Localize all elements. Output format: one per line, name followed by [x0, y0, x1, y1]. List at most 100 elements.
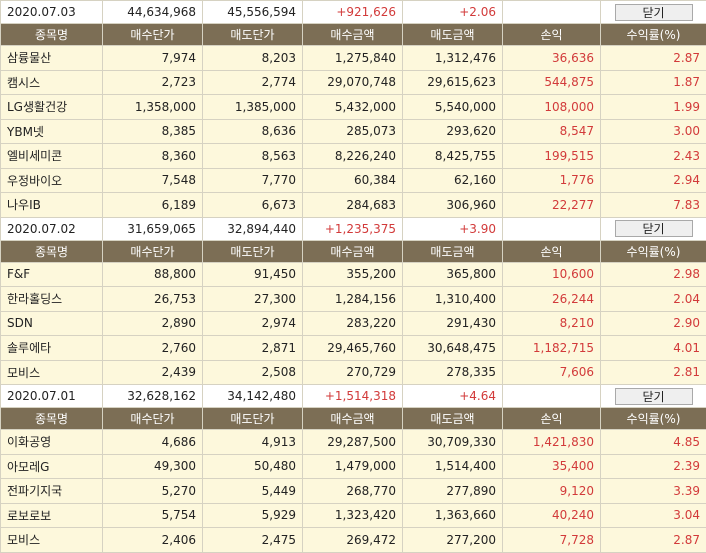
column-header-return-rate: 수익률(%): [601, 408, 706, 430]
cell-buy-price: 8,385: [103, 119, 203, 144]
cell-buy-price: 2,723: [103, 70, 203, 95]
column-header-sell-amount: 매도금액: [403, 24, 503, 46]
close-button-cell: 닫기: [601, 385, 706, 408]
cell-buy-amount: 283,220: [303, 311, 403, 336]
cell-sell-price: 27,300: [203, 287, 303, 312]
cell-buy-amount: 269,472: [303, 528, 403, 553]
cell-stock-name: 모비스: [1, 360, 103, 385]
cell-stock-name: F&F: [1, 262, 103, 287]
cell-buy-price: 2,760: [103, 336, 203, 361]
cell-sell-amount: 365,800: [403, 262, 503, 287]
cell-profit: 108,000: [503, 95, 601, 120]
close-button[interactable]: 닫기: [615, 220, 693, 237]
total-sell-amount: 32,894,440: [203, 217, 303, 240]
close-button[interactable]: 닫기: [615, 388, 693, 405]
cell-sell-price: 6,673: [203, 193, 303, 218]
cell-sell-price: 2,774: [203, 70, 303, 95]
cell-profit: 1,776: [503, 168, 601, 193]
cell-stock-name: 엘비세미콘: [1, 144, 103, 169]
trade-date: 2020.07.02: [1, 217, 103, 240]
summary-spacer: [503, 385, 601, 408]
close-button[interactable]: 닫기: [615, 4, 693, 21]
cell-return-rate: 2.81: [601, 360, 706, 385]
cell-profit: 36,636: [503, 46, 601, 71]
cell-return-rate: 2.43: [601, 144, 706, 169]
cell-profit: 1,182,715: [503, 336, 601, 361]
cell-sell-price: 7,770: [203, 168, 303, 193]
cell-stock-name: 삼륭물산: [1, 46, 103, 71]
cell-sell-price: 5,929: [203, 503, 303, 528]
cell-sell-amount: 1,312,476: [403, 46, 503, 71]
column-header-return-rate: 수익률(%): [601, 24, 706, 46]
cell-sell-price: 8,203: [203, 46, 303, 71]
cell-sell-price: 8,636: [203, 119, 303, 144]
cell-return-rate: 7.83: [601, 193, 706, 218]
cell-stock-name: 한라홀딩스: [1, 287, 103, 312]
cell-buy-amount: 268,770: [303, 479, 403, 504]
summary-spacer: [503, 217, 601, 240]
column-header-buy-price: 매수단가: [103, 240, 203, 262]
cell-profit: 35,400: [503, 454, 601, 479]
cell-buy-price: 88,800: [103, 262, 203, 287]
total-sell-amount: 34,142,480: [203, 385, 303, 408]
cell-sell-price: 1,385,000: [203, 95, 303, 120]
column-header-stock-name: 종목명: [1, 24, 103, 46]
column-header-sell-price: 매도단가: [203, 240, 303, 262]
total-return-rate: +3.90: [403, 217, 503, 240]
cell-buy-price: 6,189: [103, 193, 203, 218]
cell-sell-amount: 277,890: [403, 479, 503, 504]
cell-buy-amount: 285,073: [303, 119, 403, 144]
cell-sell-price: 50,480: [203, 454, 303, 479]
cell-buy-price: 7,974: [103, 46, 203, 71]
cell-buy-price: 1,358,000: [103, 95, 203, 120]
cell-profit: 7,728: [503, 528, 601, 553]
total-profit: +921,626: [303, 1, 403, 24]
cell-return-rate: 4.85: [601, 430, 706, 455]
total-buy-amount: 32,628,162: [103, 385, 203, 408]
cell-buy-price: 26,753: [103, 287, 203, 312]
column-header-buy-price: 매수단가: [103, 408, 203, 430]
cell-return-rate: 2.87: [601, 528, 706, 553]
cell-sell-amount: 277,200: [403, 528, 503, 553]
column-header-buy-amount: 매수금액: [303, 24, 403, 46]
cell-profit: 1,421,830: [503, 430, 601, 455]
cell-return-rate: 3.39: [601, 479, 706, 504]
column-header-sell-amount: 매도금액: [403, 240, 503, 262]
cell-buy-amount: 8,226,240: [303, 144, 403, 169]
cell-sell-amount: 1,363,660: [403, 503, 503, 528]
cell-profit: 9,120: [503, 479, 601, 504]
cell-sell-amount: 30,648,475: [403, 336, 503, 361]
cell-profit: 10,600: [503, 262, 601, 287]
cell-sell-amount: 62,160: [403, 168, 503, 193]
cell-return-rate: 2.90: [601, 311, 706, 336]
column-header-profit: 손익: [503, 240, 601, 262]
total-return-rate: +2.06: [403, 1, 503, 24]
cell-buy-price: 2,890: [103, 311, 203, 336]
cell-profit: 544,875: [503, 70, 601, 95]
cell-sell-amount: 291,430: [403, 311, 503, 336]
cell-sell-amount: 306,960: [403, 193, 503, 218]
cell-buy-price: 49,300: [103, 454, 203, 479]
